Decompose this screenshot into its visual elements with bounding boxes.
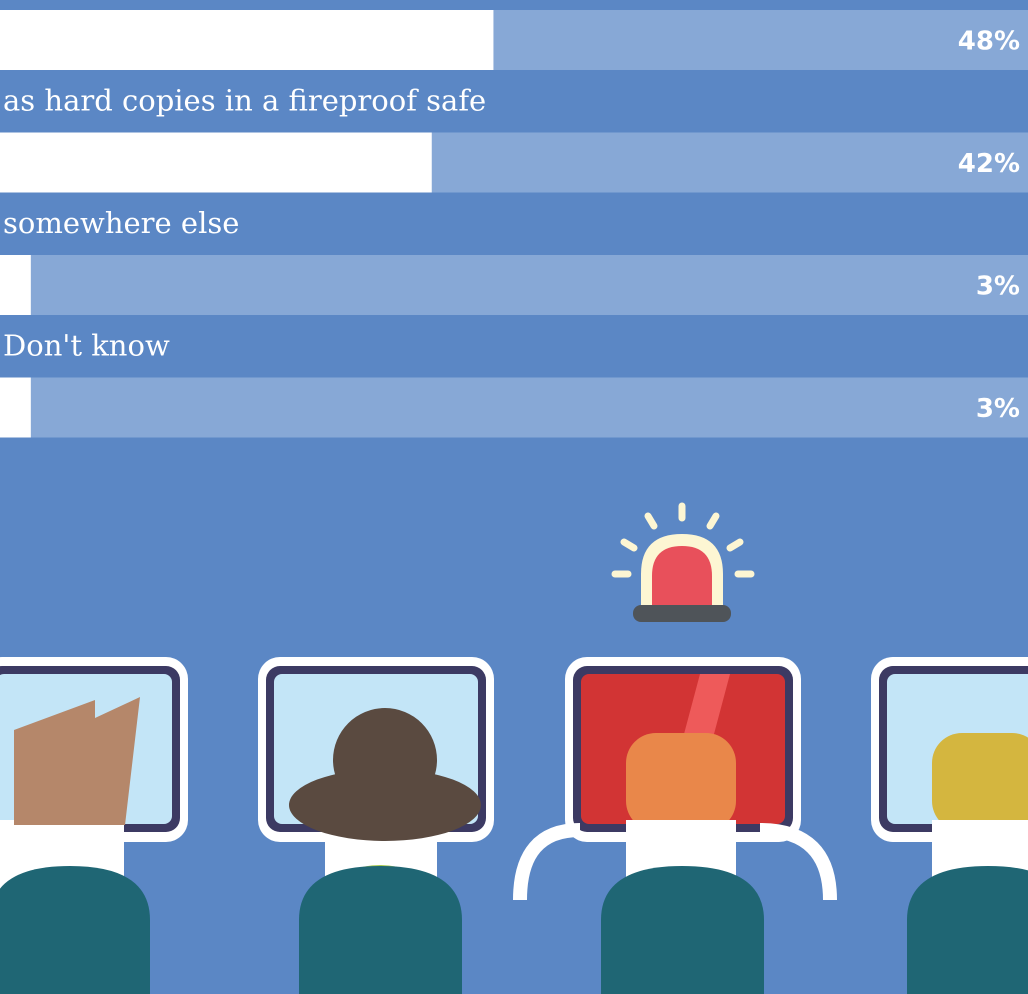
bar — [0, 10, 494, 70]
category-label: Don't know — [3, 329, 170, 363]
value-label: 48% — [958, 27, 1020, 57]
category-label: somewhere else — [3, 206, 239, 240]
bar — [0, 132, 432, 193]
people — [0, 697, 1028, 994]
siren-base — [633, 605, 731, 622]
bar-track — [0, 255, 1028, 315]
bar — [0, 377, 31, 438]
bar — [0, 255, 31, 315]
category-label: as hard copies in a fireproof safe — [3, 84, 486, 118]
siren-light — [652, 546, 712, 606]
illustration — [0, 502, 1028, 994]
value-label: 42% — [958, 149, 1020, 179]
value-label: 3% — [976, 394, 1020, 424]
siren — [611, 502, 755, 578]
bar-group: 48% as hard copies in a fireproof safe 42%… — [0, 10, 1028, 438]
bar-track — [0, 377, 1028, 438]
value-label: 3% — [976, 272, 1020, 302]
